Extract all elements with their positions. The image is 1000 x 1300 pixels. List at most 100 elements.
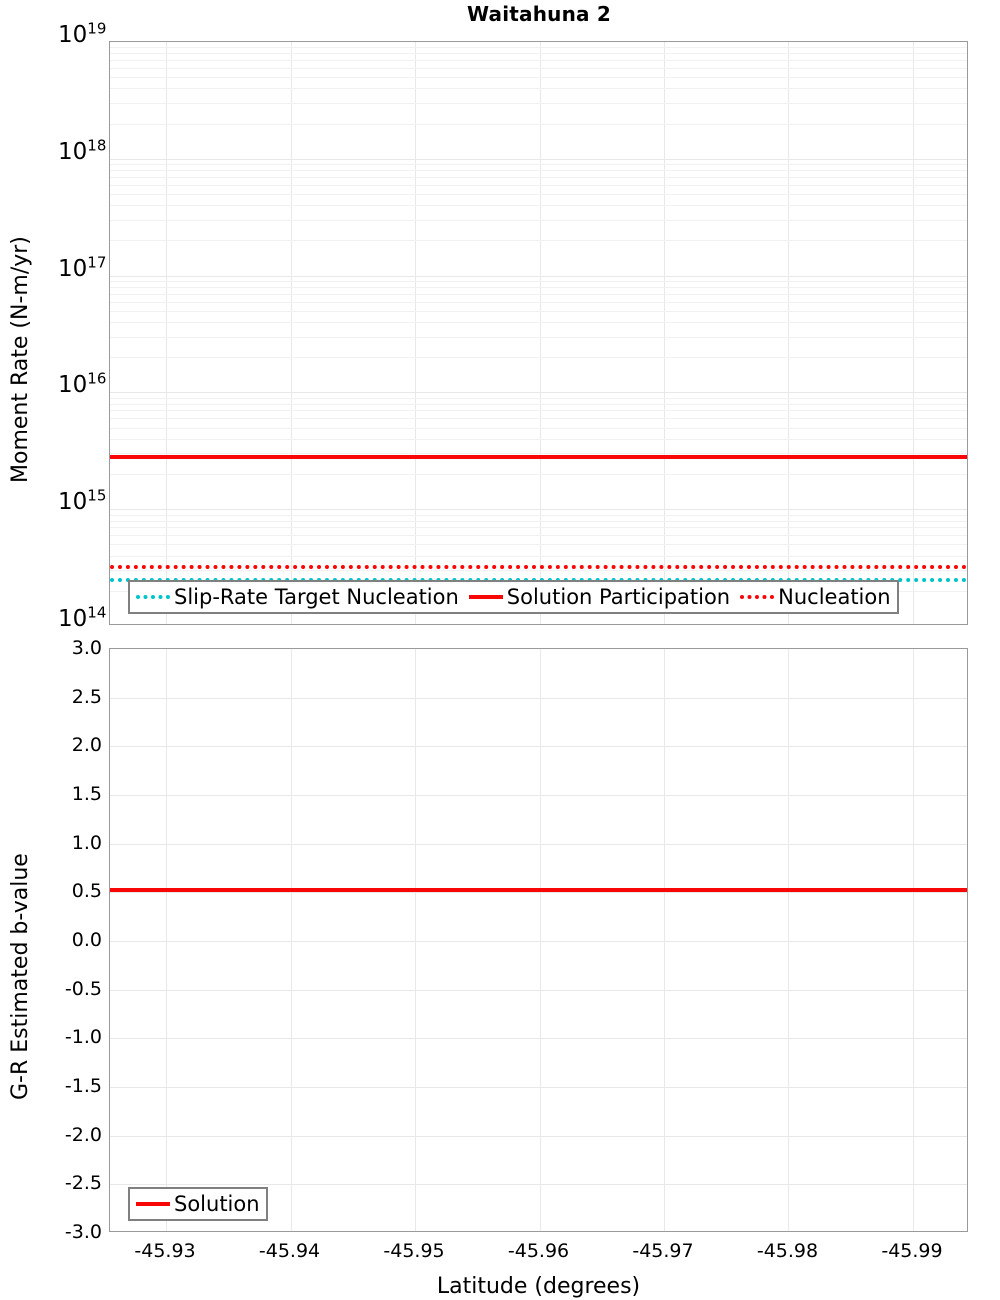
gridline-horizontal-minor xyxy=(110,410,967,411)
gridline-horizontal-major xyxy=(110,844,967,845)
legend-item[interactable]: Solution Participation xyxy=(469,587,730,608)
gridline-horizontal-major xyxy=(110,392,967,393)
gridline-horizontal-major xyxy=(110,1184,967,1185)
y-tick-label-bottom: -2.5 xyxy=(40,1174,102,1193)
y-tick-label-bottom: 2.5 xyxy=(40,688,102,707)
gridline-horizontal-minor xyxy=(110,404,967,405)
gridline-horizontal-minor xyxy=(110,322,967,323)
legend-item[interactable]: Slip-Rate Target Nucleation xyxy=(136,587,459,608)
gridline-horizontal-major xyxy=(110,159,967,160)
y-tick-exponent: 15 xyxy=(87,487,106,505)
gridline-horizontal-major xyxy=(110,509,967,510)
y-tick-label-bottom: 3.0 xyxy=(40,639,102,658)
y-tick-label-top: 1016 xyxy=(58,374,106,397)
y-tick-label-bottom: -3.0 xyxy=(40,1223,102,1242)
y-tick-label-bottom: -1.5 xyxy=(40,1077,102,1096)
gridline-horizontal-major xyxy=(110,1087,967,1088)
y-tick-label-bottom: -0.5 xyxy=(40,980,102,999)
legend-line-swatch-icon xyxy=(740,595,774,599)
y-tick-exponent: 17 xyxy=(87,253,106,271)
gridline-horizontal-minor xyxy=(110,88,967,89)
b-value-plot-area[interactable] xyxy=(109,648,968,1232)
gridline-vertical xyxy=(415,649,416,1231)
legend-item-label: Slip-Rate Target Nucleation xyxy=(174,587,459,608)
legend-bottom[interactable]: Solution xyxy=(128,1187,268,1221)
gridline-vertical xyxy=(788,649,789,1231)
y-tick-mantissa: 10 xyxy=(58,606,87,632)
gridline-horizontal-minor xyxy=(110,240,967,241)
y-tick-exponent: 16 xyxy=(87,370,106,388)
gridline-horizontal-minor xyxy=(110,337,967,338)
gridline-horizontal-minor xyxy=(110,294,967,295)
gridline-horizontal-minor xyxy=(110,177,967,178)
y-tick-exponent: 14 xyxy=(87,603,106,621)
gridline-vertical xyxy=(540,649,541,1231)
gridline-horizontal-major xyxy=(110,276,967,277)
y-tick-label-top: 1017 xyxy=(58,258,106,281)
legend-item-label: Solution xyxy=(174,1194,260,1215)
y-tick-label-top: 1014 xyxy=(58,608,106,631)
gridline-horizontal-minor xyxy=(110,53,967,54)
gridline-vertical xyxy=(788,42,789,624)
legend-top[interactable]: Slip-Rate Target Nucleation Solution Part… xyxy=(128,580,899,614)
gridline-horizontal-minor xyxy=(110,281,967,282)
gridline-horizontal-major xyxy=(110,795,967,796)
gridline-horizontal-minor xyxy=(110,527,967,528)
gridline-horizontal-major xyxy=(110,1136,967,1137)
gridline-horizontal-minor xyxy=(110,521,967,522)
gridline-vertical xyxy=(913,649,914,1231)
x-tick-label: -45.96 xyxy=(479,1242,599,1261)
gridline-horizontal-minor xyxy=(110,302,967,303)
y-tick-exponent: 18 xyxy=(87,136,106,154)
data-series-solution xyxy=(110,888,967,892)
gridline-horizontal-minor xyxy=(110,428,967,429)
x-tick-label: -45.94 xyxy=(230,1242,350,1261)
legend-item[interactable]: Solution xyxy=(136,1194,260,1215)
gridline-vertical xyxy=(415,42,416,624)
y-tick-mantissa: 10 xyxy=(58,489,87,515)
gridline-horizontal-minor xyxy=(110,220,967,221)
y-tick-label-top: 1018 xyxy=(58,141,106,164)
gridline-horizontal-minor xyxy=(110,185,967,186)
moment-rate-plot-area[interactable] xyxy=(109,41,968,625)
y-tick-mantissa: 10 xyxy=(58,372,87,398)
page-title: Waitahuna 2 xyxy=(109,2,969,26)
x-tick-label: -45.95 xyxy=(354,1242,474,1261)
gridline-horizontal-major xyxy=(110,1038,967,1039)
legend-item-label: Solution Participation xyxy=(507,587,730,608)
legend-line-swatch-icon xyxy=(136,1202,170,1206)
gridline-horizontal-minor xyxy=(110,164,967,165)
y-tick-mantissa: 10 xyxy=(58,22,87,48)
gridline-horizontal-minor xyxy=(110,194,967,195)
gridline-vertical xyxy=(664,42,665,624)
legend-item-label: Nucleation xyxy=(778,587,890,608)
y-tick-mantissa: 10 xyxy=(58,139,87,165)
gridline-horizontal-minor xyxy=(110,418,967,419)
data-series-nucleation xyxy=(110,565,967,569)
gridline-horizontal-minor xyxy=(110,439,967,440)
gridline-horizontal-minor xyxy=(110,124,967,125)
legend-item[interactable]: Nucleation xyxy=(740,587,890,608)
legend-line-swatch-icon xyxy=(136,595,170,599)
legend-line-swatch-icon xyxy=(469,595,503,599)
y-tick-label-top: 1015 xyxy=(58,491,106,514)
gridline-horizontal-minor xyxy=(110,60,967,61)
y-tick-label-bottom: -2.0 xyxy=(40,1126,102,1145)
gridline-horizontal-major xyxy=(110,941,967,942)
y-tick-label-bottom: 1.0 xyxy=(40,834,102,853)
gridline-horizontal-minor xyxy=(110,398,967,399)
gridline-horizontal-minor xyxy=(110,535,967,536)
gridline-horizontal-minor xyxy=(110,357,967,358)
gridline-horizontal-minor xyxy=(110,570,967,571)
x-tick-label: -45.98 xyxy=(727,1242,847,1261)
gridline-horizontal-minor xyxy=(110,453,967,454)
gridline-horizontal-minor xyxy=(110,77,967,78)
y-axis-label-b-value: G-R Estimated b-value xyxy=(8,853,33,1100)
gridline-horizontal-minor xyxy=(110,47,967,48)
y-tick-label-bottom: 0.5 xyxy=(40,882,102,901)
gridline-horizontal-minor xyxy=(110,205,967,206)
y-tick-label-bottom: 0.0 xyxy=(40,931,102,950)
y-tick-exponent: 19 xyxy=(87,19,106,37)
gridline-vertical xyxy=(291,649,292,1231)
gridline-horizontal-minor xyxy=(110,556,967,557)
